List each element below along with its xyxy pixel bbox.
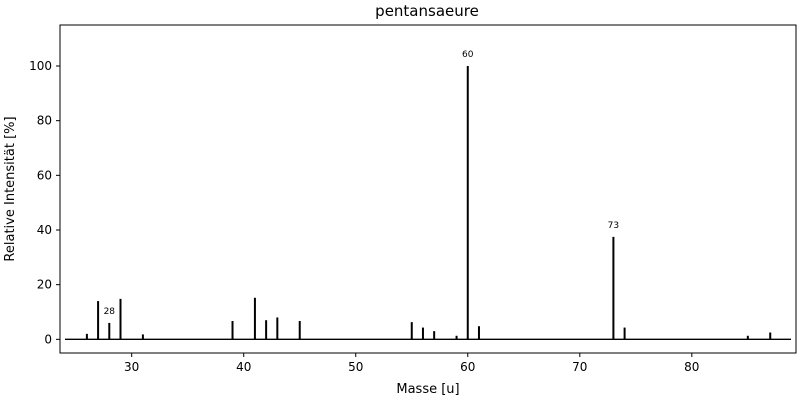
x-tick-label: 60 <box>460 360 475 374</box>
x-axis: 30 40 50 60 70 80 <box>124 353 699 374</box>
peak-label-60: 60 <box>462 50 474 60</box>
x-tick-label: 70 <box>572 360 587 374</box>
y-tick-label: 100 <box>29 59 52 73</box>
peak-labels-layer: 28 60 73 <box>104 50 620 317</box>
peak-label-73: 73 <box>608 221 619 231</box>
y-tick-label: 60 <box>37 168 52 182</box>
x-tick-label: 40 <box>236 360 251 374</box>
y-tick-label: 80 <box>37 114 52 128</box>
y-axis-title: Relative Intensität [%] <box>3 116 18 261</box>
y-tick-label: 40 <box>37 223 52 237</box>
x-tick-label: 30 <box>124 360 139 374</box>
x-tick-label: 80 <box>684 360 699 374</box>
plot-frame <box>59 24 797 354</box>
peaks-layer <box>85 66 772 340</box>
x-tick-label: 50 <box>348 360 363 374</box>
peak-label-28: 28 <box>104 307 116 317</box>
y-axis: 0 20 40 60 80 100 <box>29 59 60 346</box>
y-tick-label: 20 <box>37 278 52 292</box>
plot-area: 28 60 73 <box>59 24 797 354</box>
y-tick-label: 0 <box>44 332 52 346</box>
x-axis-title: Masse [u] <box>396 382 459 397</box>
chart-title: pentansaeure <box>375 2 479 20</box>
